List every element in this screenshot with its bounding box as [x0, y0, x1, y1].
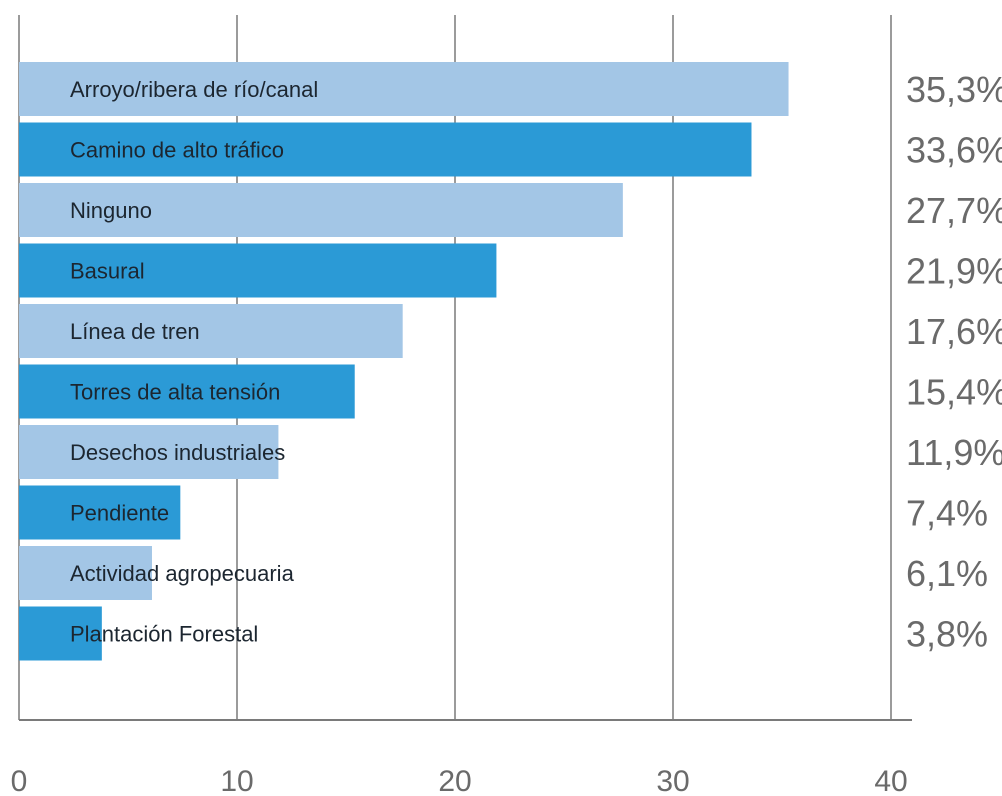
- bars: [19, 62, 789, 661]
- category-label-4: Línea de tren: [70, 319, 200, 344]
- value-labels: 35,3% 33,6% 27,7% 21,9% 17,6% 15,4% 11,9% 7,4% 6…: [906, 69, 1002, 655]
- value-label-4: 17,6%: [906, 311, 1002, 352]
- category-label-7: Pendiente: [70, 501, 169, 526]
- bar-5: [19, 364, 355, 419]
- x-axis-ticks: 0 10 20 30 40: [11, 765, 908, 796]
- value-label-2: 27,7%: [906, 190, 1002, 231]
- value-label-0: 35,3%: [906, 69, 1002, 110]
- value-label-5: 15,4%: [906, 372, 1002, 413]
- x-tick-label-3: 30: [656, 765, 689, 796]
- category-label-1: Camino de alto tráfico: [70, 138, 284, 163]
- bar-8: [19, 546, 152, 600]
- bar-2: [19, 183, 623, 237]
- bar-labels: Arroyo/ribera de río/canal Camino de alto…: [70, 77, 318, 647]
- x-tick-label-1: 10: [220, 765, 253, 796]
- category-label-0: Arroyo/ribera de río/canal: [70, 77, 318, 102]
- category-label-2: Ninguno: [70, 198, 152, 223]
- x-tick-label-0: 0: [11, 765, 28, 796]
- value-label-9: 3,8%: [906, 614, 988, 655]
- category-label-9: Plantación Forestal: [70, 622, 258, 647]
- bar-9: [19, 606, 102, 661]
- x-tick-label-2: 20: [438, 765, 471, 796]
- value-label-1: 33,6%: [906, 130, 1002, 171]
- category-label-5: Torres de alta tensión: [70, 380, 280, 405]
- bar-4: [19, 304, 403, 358]
- x-tick-label-4: 40: [874, 765, 907, 796]
- category-label-6: Desechos industriales: [70, 440, 285, 465]
- value-label-7: 7,4%: [906, 493, 988, 534]
- bar-3: [19, 243, 497, 298]
- value-label-8: 6,1%: [906, 553, 988, 594]
- bar-1: [19, 122, 752, 177]
- bar-6: [19, 425, 279, 479]
- bar-7: [19, 485, 181, 540]
- category-label-3: Basural: [70, 259, 145, 284]
- value-label-6: 11,9%: [906, 432, 1002, 473]
- bar-0: [19, 62, 789, 116]
- category-label-8: Actividad agropecuaria: [70, 561, 295, 586]
- value-label-3: 21,9%: [906, 251, 1002, 292]
